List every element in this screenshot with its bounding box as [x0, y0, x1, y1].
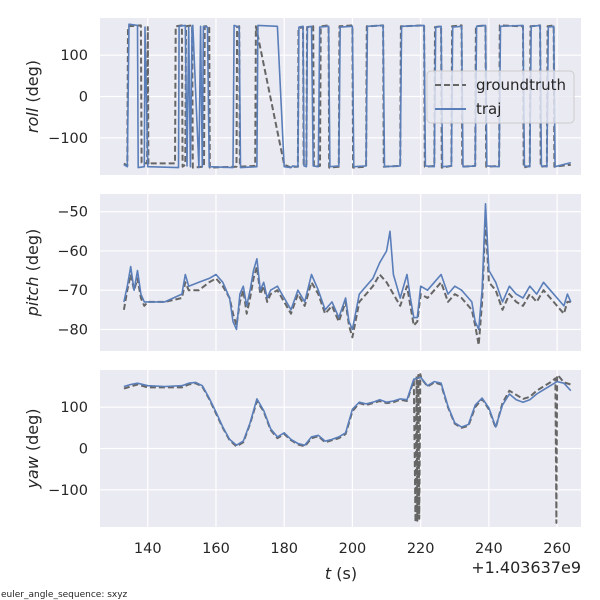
pitch-traj-line — [123, 203, 572, 331]
yaw-y-tick-label: 0 — [79, 442, 88, 458]
yaw-y-axis-label-var: yaw — [23, 455, 42, 489]
pitch-y-tick-label: −80 — [57, 322, 88, 338]
pitch-y-tick-label: −70 — [57, 283, 88, 299]
x-tick-label: 240 — [475, 541, 503, 557]
yaw-y-axis-label-unit: (deg) — [23, 408, 42, 456]
x-tick-label: 180 — [270, 541, 298, 557]
roll-y-tick-label: 100 — [60, 48, 88, 64]
roll-y-axis-label: roll (deg) — [23, 60, 42, 133]
x-tick-label: 160 — [202, 541, 230, 557]
yaw-panel: 100 0 −100 yaw (deg) — [23, 370, 581, 527]
yaw-y-tick-label: 100 — [60, 400, 88, 416]
pitch-y-tick-label: −60 — [57, 244, 88, 260]
roll-y-tick-label: 0 — [79, 90, 88, 106]
x-tick-label: 220 — [407, 541, 435, 557]
x-axis: 140 160 180 200 220 240 260 t (s) +1.403637e9 — [134, 541, 581, 583]
x-axis-label-var: t — [325, 564, 332, 583]
yaw-traj-line — [123, 376, 572, 447]
roll-groundtruth-line — [123, 24, 571, 169]
roll-y-tick-label: −100 — [48, 131, 88, 147]
panels: 100 0 −100 roll (deg) −50 −60 −70 −80 pitch (deg… — [23, 18, 581, 527]
x-axis-label: t (s) — [325, 564, 357, 583]
yaw-y-axis-label: yaw (deg) — [23, 408, 42, 489]
legend-traj-label: traj — [476, 100, 501, 118]
pitch-y-axis-label-unit: (deg) — [23, 229, 42, 277]
roll-y-axis-label-unit: (deg) — [23, 60, 42, 108]
footnote: euler_angle_sequence: sxyz — [1, 590, 128, 600]
x-tick-labels: 140 160 180 200 220 240 260 — [134, 541, 571, 557]
x-tick-label: 200 — [339, 541, 367, 557]
pitch-y-axis-label-var: pitch — [23, 276, 42, 317]
pitch-y-axis-label: pitch (deg) — [23, 229, 42, 318]
x-axis-label-unit: (s) — [331, 564, 357, 583]
x-offset-label: +1.403637e9 — [471, 558, 581, 577]
pitch-panel: −50 −60 −70 −80 pitch (deg) — [23, 194, 581, 351]
yaw-y-tick-label: −100 — [48, 483, 88, 499]
legend: groundtruth traj — [426, 70, 575, 124]
x-tick-label: 140 — [134, 541, 162, 557]
roll-y-axis-label-var: roll — [23, 107, 42, 133]
legend-groundtruth-label: groundtruth — [476, 76, 566, 94]
pitch-plot-area — [100, 194, 581, 351]
x-tick-label: 260 — [543, 541, 571, 557]
pitch-y-tick-label: −50 — [57, 205, 88, 221]
